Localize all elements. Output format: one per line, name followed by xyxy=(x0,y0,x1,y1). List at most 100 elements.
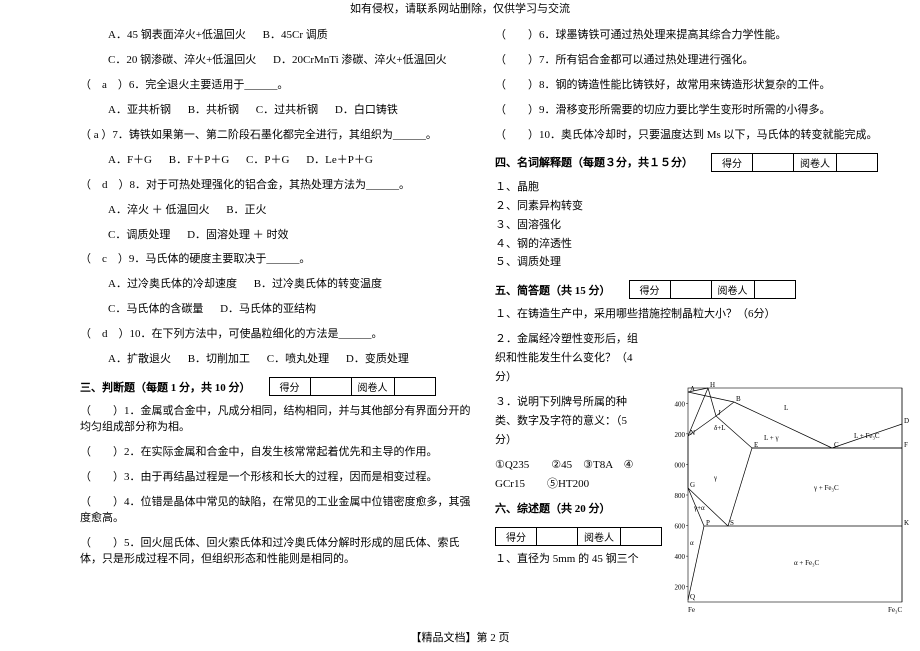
term-5: ５、调质处理 xyxy=(495,255,890,271)
short-list1: ①Q235 ②45 ③T8A ④ xyxy=(495,458,675,474)
svg-text:K: K xyxy=(904,519,909,527)
judge-5: （ ）5．回火屈氏体、回火索氏体和过冷奥氏体分解时形成的屈氏体、索氏体，只是形成… xyxy=(80,536,475,568)
svg-text:1200: 1200 xyxy=(674,431,686,439)
judge-2: （ ）2．在实际金属和合金中，自发生核常常起着优先和主导的作用。 xyxy=(80,445,475,461)
q9-stem: （ c ）9．马氏体的硬度主要取决于______。 xyxy=(80,252,475,268)
marker-label: 阅卷人 xyxy=(578,528,621,545)
svg-text:B: B xyxy=(736,395,741,403)
judge-9: （ ）9．滑移变形所需要的切应力要比学生变形时所需的小得多。 xyxy=(495,103,890,119)
score-label: 得分 xyxy=(270,378,311,395)
q-opt-row: A．45 钢表面淬火+低温回火 B．45Cr 调质 xyxy=(80,28,475,44)
marker-blank xyxy=(755,281,795,298)
short-q3c: 分） xyxy=(495,433,675,449)
opt: A．45 钢表面淬火+低温回火 xyxy=(108,29,246,41)
term-4: ４、钢的淬透性 xyxy=(495,237,890,253)
svg-text:800: 800 xyxy=(675,492,686,500)
svg-text:E: E xyxy=(754,441,758,449)
fe-c-phase-diagram: 140012001000800600400200FeFe₃CAHBNJDCFGE… xyxy=(674,380,912,620)
svg-text:γ + Fe₃C: γ + Fe₃C xyxy=(813,484,839,492)
svg-text:F: F xyxy=(904,441,908,449)
svg-text:J: J xyxy=(718,409,721,417)
phase-diagram-svg: 140012001000800600400200FeFe₃CAHBNJDCFGE… xyxy=(674,380,912,620)
score-blank xyxy=(537,528,578,545)
opt: A．过冷奥氏体的冷却速度 xyxy=(108,278,237,290)
judge-6: （ ）6．球墨铸铁可通过热处理来提高其综合力学性能。 xyxy=(495,28,890,44)
svg-text:G: G xyxy=(690,481,695,489)
opt: C．调质处理 xyxy=(108,229,170,241)
score-box: 得分 阅卷人 xyxy=(711,153,878,172)
judge-4: （ ）4．位错是晶体中常见的缺陷，在常见的工业金属中位错密度愈多，其强度愈高。 xyxy=(80,495,475,527)
svg-text:1400: 1400 xyxy=(674,400,686,408)
svg-text:H: H xyxy=(710,381,715,389)
svg-text:δ+L: δ+L xyxy=(714,424,726,432)
svg-text:P: P xyxy=(706,519,710,527)
opt: B．F＋P＋G xyxy=(169,154,230,166)
section3-header: 三、判断题（每题 1 分，共 10 分） 得分 阅卷人 xyxy=(80,377,475,396)
q9-opts-1: A．过冷奥氏体的冷却速度 B．过冷奥氏体的转变温度 xyxy=(80,277,475,293)
opt: D．白口铸铁 xyxy=(335,104,398,116)
q7-stem: （ a ）7．铸铁如果第一、第二阶段石墨化都完全进行，其组织为______。 xyxy=(80,128,475,144)
section3-title: 三、判断题（每题 1 分，共 10 分） xyxy=(80,379,251,395)
svg-text:γ+α: γ+α xyxy=(693,504,705,512)
opt: D．马氏体的亚结构 xyxy=(220,303,316,315)
score-blank xyxy=(311,378,352,395)
svg-text:L: L xyxy=(784,404,788,412)
marker-label: 阅卷人 xyxy=(712,281,755,298)
right-column: （ ）6．球墨铸铁可通过热处理来提高其综合力学性能。 （ ）7．所有铝合金都可以… xyxy=(495,28,890,577)
opt: A．淬火 ＋ 低温回火 xyxy=(108,204,209,216)
section4-header: 四、名词解释题（每题３分，共１５分） 得分 阅卷人 xyxy=(495,153,890,172)
judge-3: （ ）3．由于再结晶过程是一个形核和长大的过程，因而是相变过程。 xyxy=(80,470,475,486)
page-footer: 【精品文档】第 2 页 xyxy=(0,629,920,645)
marker-blank xyxy=(837,154,877,171)
q9-opts-2: C．马氏体的含碳量 D．马氏体的亚结构 xyxy=(80,302,475,318)
score-label: 得分 xyxy=(630,281,671,298)
score-label: 得分 xyxy=(712,154,753,171)
svg-text:S: S xyxy=(730,519,734,527)
section4-title: 四、名词解释题（每题３分，共１５分） xyxy=(495,154,693,170)
marker-blank xyxy=(395,378,435,395)
page-columns: A．45 钢表面淬火+低温回火 B．45Cr 调质 C．20 钢渗碳、淬火+低温… xyxy=(0,20,920,577)
term-3: ３、固溶强化 xyxy=(495,218,890,234)
short-list2: GCr15 ⑤HT200 xyxy=(495,477,675,493)
short-q-textblock: ２．金属经冷塑性变形后，组 织和性能发生什么变化？（4 分） ３．说明下列牌号所… xyxy=(495,332,675,576)
opt: B．正火 xyxy=(226,204,266,216)
q6-stem: （ a ）6．完全退火主要适用于______。 xyxy=(80,78,475,94)
opt: C．20 钢渗碳、淬火+低温回火 xyxy=(108,54,256,66)
svg-text:200: 200 xyxy=(675,584,686,592)
q8-stem: （ d ）8．对于可热处理强化的铝合金，其热处理方法为______。 xyxy=(80,178,475,194)
svg-text:α: α xyxy=(690,539,694,547)
opt: C．马氏体的含碳量 xyxy=(108,303,203,315)
opt: B．45Cr 调质 xyxy=(263,29,328,41)
svg-text:α + Fe₃C: α + Fe₃C xyxy=(794,559,820,567)
short-q2c: 分） xyxy=(495,370,675,386)
short-q2a: ２．金属经冷塑性变形后，组 xyxy=(495,332,675,348)
comp-q1: １、直径为 5mm 的 45 钢三个 xyxy=(495,552,675,568)
opt: D．Le＋P＋G xyxy=(306,154,373,166)
judge-8: （ ）8．钢的铸造性能比铸铁好，故常用来铸造形状复杂的工件。 xyxy=(495,78,890,94)
q-opt-row: C．20 钢渗碳、淬火+低温回火 D．20CrMnTi 渗碳、淬火+低温回火 xyxy=(80,53,475,69)
section5-header: 五、简答题（共 15 分） 得分 阅卷人 xyxy=(495,280,890,299)
svg-text:L + Fe₃C: L + Fe₃C xyxy=(854,432,880,440)
opt: D．固溶处理 ＋ 时效 xyxy=(187,229,288,241)
svg-text:L + γ: L + γ xyxy=(764,434,779,442)
q7-opts: A．F＋G B．F＋P＋G C．P＋G D．Le＋P＋G xyxy=(80,153,475,169)
score-blank xyxy=(671,281,712,298)
svg-text:γ: γ xyxy=(713,474,717,482)
term-2: ２、同素异构转变 xyxy=(495,199,890,215)
opt: A．亚共析钢 xyxy=(108,104,171,116)
svg-text:400: 400 xyxy=(675,553,686,561)
opt: D．20CrMnTi 渗碳、淬火+低温回火 xyxy=(273,54,447,66)
opt: A．扩散退火 xyxy=(108,353,171,365)
score-box: 得分 阅卷人 xyxy=(629,280,796,299)
q8-opts-2: C．调质处理 D．固溶处理 ＋ 时效 xyxy=(80,228,475,244)
svg-text:A: A xyxy=(690,385,695,393)
svg-text:1000: 1000 xyxy=(674,461,686,469)
opt: B．共析钢 xyxy=(188,104,239,116)
svg-text:Q: Q xyxy=(690,593,695,601)
score-box: 得分 阅卷人 xyxy=(269,377,436,396)
svg-text:D: D xyxy=(904,417,909,425)
svg-text:N: N xyxy=(690,429,695,437)
opt: A．F＋G xyxy=(108,154,152,166)
marker-label: 阅卷人 xyxy=(352,378,395,395)
opt: B．过冷奥氏体的转变温度 xyxy=(254,278,382,290)
